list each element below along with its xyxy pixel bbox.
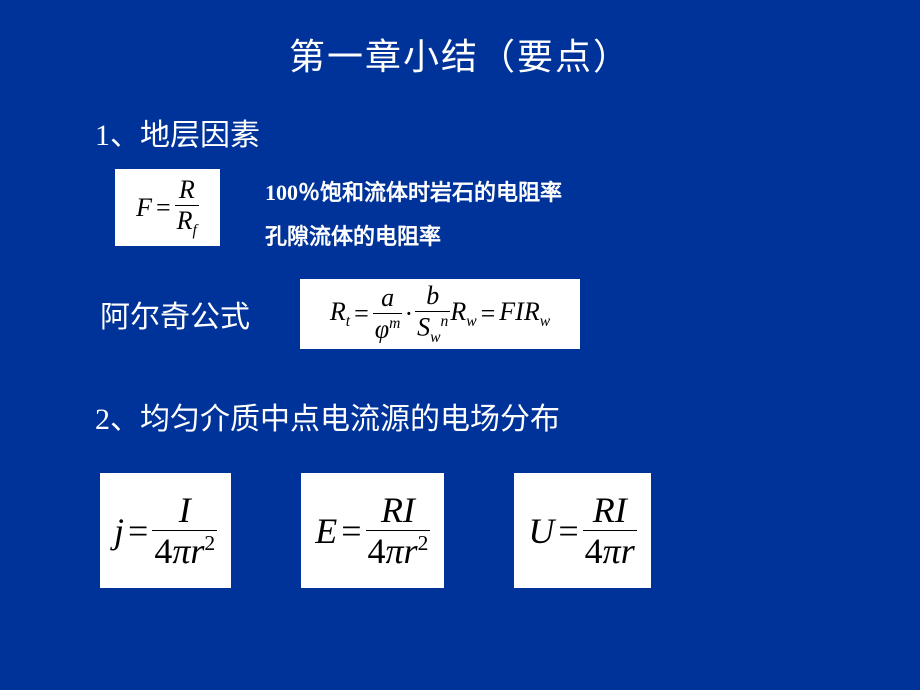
denominator-Rf: Rf [175, 205, 199, 239]
E-pi: π [386, 531, 404, 571]
den-base: R [177, 206, 193, 235]
formula-E: E = RI 4πr2 [301, 473, 444, 588]
U-r: r [621, 531, 635, 571]
j-4: 4 [154, 531, 172, 571]
j-num: I [177, 492, 193, 530]
fraction-R-Rf: R Rf [175, 177, 199, 239]
eq-U-equals: = [558, 510, 578, 552]
E-exp2: 2 [418, 531, 429, 555]
rt-base: R [330, 297, 346, 326]
section-2-heading: 2、均匀介质中点电流源的电场分布 [95, 394, 920, 438]
fir-base: FIR [499, 297, 539, 326]
U-4: 4 [585, 531, 603, 571]
j-exp2: 2 [204, 531, 215, 555]
equals-sign: = [156, 193, 171, 223]
U-den: 4πr [583, 530, 637, 569]
num-a: a [379, 285, 396, 313]
E-4: 4 [368, 531, 386, 571]
E-lhs: E [315, 510, 337, 552]
equals-1: = [354, 299, 369, 329]
num-b: b [424, 283, 441, 311]
formula-archie: Rt = a φm · b Swn Rw = FIRw [300, 279, 580, 349]
exp-m: m [389, 315, 400, 332]
E-r: r [404, 531, 418, 571]
fir-sub: w [540, 313, 550, 330]
lhs-F: F [136, 193, 152, 223]
j-r: r [190, 531, 204, 571]
label-r-definition: 100％饱和流体时岩石的电阻率 [265, 171, 562, 215]
formula-U: U = RI 4πr [514, 473, 650, 588]
j-den: 4πr2 [152, 530, 217, 569]
equals-2: = [481, 299, 496, 329]
E-num: RI [379, 492, 417, 530]
archie-label: 阿尔奇公式 [100, 292, 250, 336]
bottom-formula-row: j = I 4πr2 E = RI 4πr2 U = RI [100, 473, 920, 588]
U-pi: π [603, 531, 621, 571]
sw-sub: w [430, 329, 440, 346]
archie-Rt: Rt [330, 297, 350, 331]
dot-1: · [404, 299, 413, 329]
exp-n: n [441, 313, 449, 330]
den-phim: φm [373, 313, 403, 343]
j-pi: π [172, 531, 190, 571]
eq-E-equals: = [341, 510, 361, 552]
archie-row: 阿尔奇公式 Rt = a φm · b Swn Rw = [100, 279, 920, 349]
slide: 第一章小结（要点） 1、地层因素 F = R Rf 100％饱和流体时岩石的电阻… [0, 0, 920, 690]
section-1-heading: 1、地层因素 [95, 110, 920, 154]
rw-sub: w [466, 313, 476, 330]
j-frac: I 4πr2 [152, 492, 217, 569]
archie-Rw: Rw [450, 297, 476, 331]
rt-sub: t [346, 313, 350, 330]
formula-formation-factor: F = R Rf [115, 169, 220, 246]
U-lhs: U [528, 510, 554, 552]
definition-labels: 100％饱和流体时岩石的电阻率 孔隙流体的电阻率 [265, 171, 562, 259]
U-num: RI [591, 492, 629, 530]
frac-a-phim: a φm [373, 285, 403, 343]
den-sub: f [193, 222, 197, 239]
slide-title: 第一章小结（要点） [0, 0, 920, 80]
E-frac: RI 4πr2 [366, 492, 431, 569]
label-rf-definition: 孔隙流体的电阻率 [265, 215, 562, 259]
frac-b-swn: b Swn [415, 283, 450, 345]
E-den: 4πr2 [366, 530, 431, 569]
archie-FIRw: FIRw [499, 297, 550, 331]
j-lhs: j [114, 510, 124, 552]
formula-j: j = I 4πr2 [100, 473, 231, 588]
den-swn: Swn [415, 311, 450, 345]
eq-j-equals: = [128, 510, 148, 552]
phi: φ [375, 315, 389, 344]
rw-base: R [450, 297, 466, 326]
S: S [417, 312, 430, 341]
U-frac: RI 4πr [583, 492, 637, 569]
numerator-R: R [177, 177, 197, 205]
row-formula-labels: F = R Rf 100％饱和流体时岩石的电阻率 孔隙流体的电阻率 [115, 169, 920, 259]
